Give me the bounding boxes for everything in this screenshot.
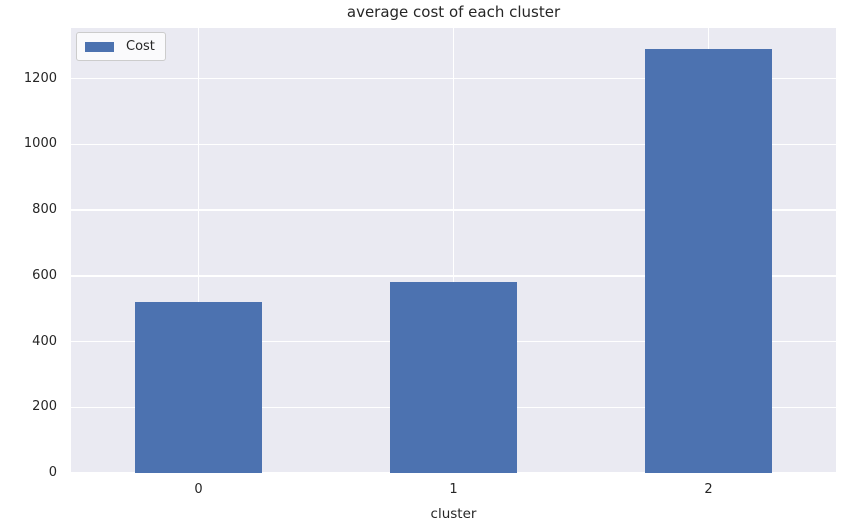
x-axis-tick-label: 1 bbox=[449, 482, 458, 497]
y-axis-tick-label: 600 bbox=[32, 267, 57, 283]
bar-cluster-0 bbox=[134, 302, 263, 473]
gridline-horizontal bbox=[71, 472, 836, 474]
gridline-vertical bbox=[452, 28, 455, 473]
y-axis-tick-label: 0 bbox=[48, 465, 57, 480]
chart-title: average cost of each cluster bbox=[346, 3, 561, 21]
x-axis-tick-label: 0 bbox=[194, 482, 203, 497]
gridline-horizontal bbox=[71, 77, 836, 80]
bar-cluster-2 bbox=[644, 49, 773, 473]
x-axis-title: cluster bbox=[430, 506, 477, 522]
y-axis-tick-label: 1200 bbox=[23, 70, 57, 86]
y-axis-tick-label: 200 bbox=[32, 399, 57, 415]
y-axis-tick-label: 1000 bbox=[23, 136, 57, 152]
bar-cluster-1 bbox=[389, 281, 518, 473]
x-axis-tick-label: 2 bbox=[704, 482, 713, 497]
gridline-horizontal bbox=[71, 209, 836, 211]
y-axis-tick-label: 800 bbox=[32, 202, 57, 218]
legend-label: Cost bbox=[126, 39, 155, 54]
legend: Cost bbox=[76, 32, 166, 61]
gridline-horizontal bbox=[71, 143, 836, 146]
plot-area: Cost bbox=[71, 28, 836, 474]
gridline-vertical bbox=[197, 28, 200, 473]
y-axis-tick-label: 400 bbox=[32, 333, 57, 349]
legend-swatch-icon bbox=[85, 41, 114, 52]
gridline-horizontal bbox=[71, 275, 836, 277]
